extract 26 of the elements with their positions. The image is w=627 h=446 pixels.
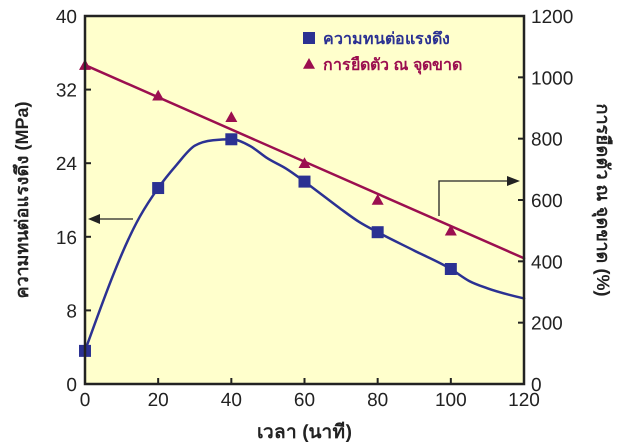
x-tick-label: 100 — [434, 390, 467, 411]
x-tick-label: 20 — [148, 390, 169, 411]
legend-label: ความทนต่อแรงดึง — [323, 30, 450, 48]
y2-tick-label: 200 — [531, 314, 563, 335]
point — [444, 224, 457, 236]
x-tick-label: 60 — [294, 390, 316, 411]
point — [372, 194, 384, 205]
x-tick-label: 40 — [220, 390, 242, 411]
y2-tick-label: 1200 — [531, 7, 574, 28]
y-tick-label: 40 — [56, 7, 77, 28]
y-tick-label: 0 — [66, 375, 77, 396]
y2-tick-label: 400 — [531, 252, 563, 274]
y2-tick-label: 800 — [531, 130, 563, 151]
x-axis-title: เวลา (นาที) — [257, 421, 352, 443]
x-tick-label: 0 — [80, 390, 90, 411]
y-tick-label: 16 — [56, 228, 77, 249]
y-tick-label: 32 — [56, 80, 77, 102]
y2-tick-label: 1000 — [531, 68, 574, 90]
y-tick-label: 8 — [66, 301, 77, 322]
y2-axis-title: การยืดตัว ณ จุดขาด (%) — [591, 104, 613, 296]
y-axis-title: ความทนต่อแรงดึง (MPa) — [12, 101, 32, 298]
legend-label: การยืดตัว ณ จุดขาด — [323, 56, 462, 75]
y2-tick-label: 600 — [531, 191, 563, 212]
point — [225, 111, 238, 122]
x-tick-label: 80 — [367, 390, 388, 411]
y-tick-label: 24 — [56, 154, 78, 176]
